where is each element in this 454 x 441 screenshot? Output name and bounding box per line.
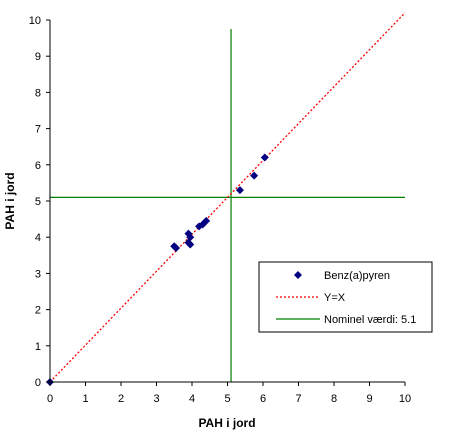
data-point [202,216,211,225]
x-tick-label: 5 [224,393,230,405]
legend-label-nominel: Nominel værdi: 5.1 [324,314,416,326]
y-tick-label: 10 [29,15,41,27]
x-axis-title: PAH i jord [198,416,255,430]
legend-item-benzapyren: Benz(a)pyren [294,270,390,282]
y-tick-label: 4 [35,232,41,244]
y-tick-label: 0 [35,377,41,389]
legend-item-nominel: Nominel værdi: 5.1 [276,314,416,326]
legend-box [258,261,433,333]
x-tick-label: 6 [260,393,266,405]
y-tick-label: 8 [35,87,41,99]
y-tick-label: 9 [35,51,41,63]
y-axis-title: PAH i jord [3,172,17,229]
data-point [184,229,193,238]
plot-area [46,12,406,386]
y-tick-label: 7 [35,124,41,136]
legend-item-yx: Y=X [276,292,346,304]
x-tick-label: 7 [295,393,301,405]
x-tick-label: 4 [189,393,195,405]
x-tick-label: 9 [366,393,372,405]
data-point [235,186,244,195]
x-tick-label: 10 [399,393,411,405]
x-tick-label: 3 [153,393,159,405]
data-point [186,240,195,249]
legend-diamond-marker [294,271,302,279]
yx-reference-line [49,12,406,383]
data-point [250,171,259,180]
data-point [260,153,269,162]
legend: Benz(a)pyren Y=X Nominel værdi: 5.1 [258,261,433,333]
y-tick-label: 2 [35,305,41,317]
y-tick-label: 5 [35,196,41,208]
y-tick-label: 6 [35,160,41,172]
legend-label-benzapyren: Benz(a)pyren [324,270,390,282]
y-tick-label: 1 [35,341,41,353]
data-point [172,244,181,253]
y-tick-label: 3 [35,268,41,280]
tick-labels: 0 1 2 3 4 5 6 7 8 9 10 0 1 2 3 4 5 6 7 8 9 10 [29,15,411,405]
x-tick-label: 0 [47,393,53,405]
x-tick-label: 1 [82,393,88,405]
legend-label-yx: Y=X [324,292,346,304]
x-tick-label: 2 [118,393,124,405]
x-tick-label: 8 [331,393,337,405]
